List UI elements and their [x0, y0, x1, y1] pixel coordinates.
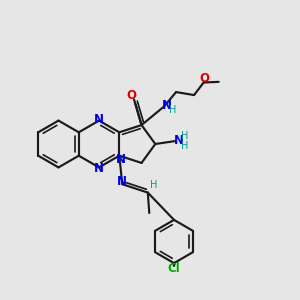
- Text: Cl: Cl: [168, 262, 180, 275]
- Text: O: O: [199, 72, 209, 85]
- Text: N: N: [161, 99, 171, 112]
- Text: N: N: [94, 112, 104, 126]
- Text: H: H: [169, 105, 176, 115]
- Text: N: N: [116, 153, 126, 166]
- Text: N: N: [174, 134, 184, 147]
- Text: H: H: [181, 130, 188, 141]
- Text: H: H: [181, 141, 188, 151]
- Text: H: H: [150, 180, 158, 190]
- Text: N: N: [94, 162, 104, 176]
- Text: N: N: [117, 175, 127, 188]
- Text: O: O: [127, 88, 136, 102]
